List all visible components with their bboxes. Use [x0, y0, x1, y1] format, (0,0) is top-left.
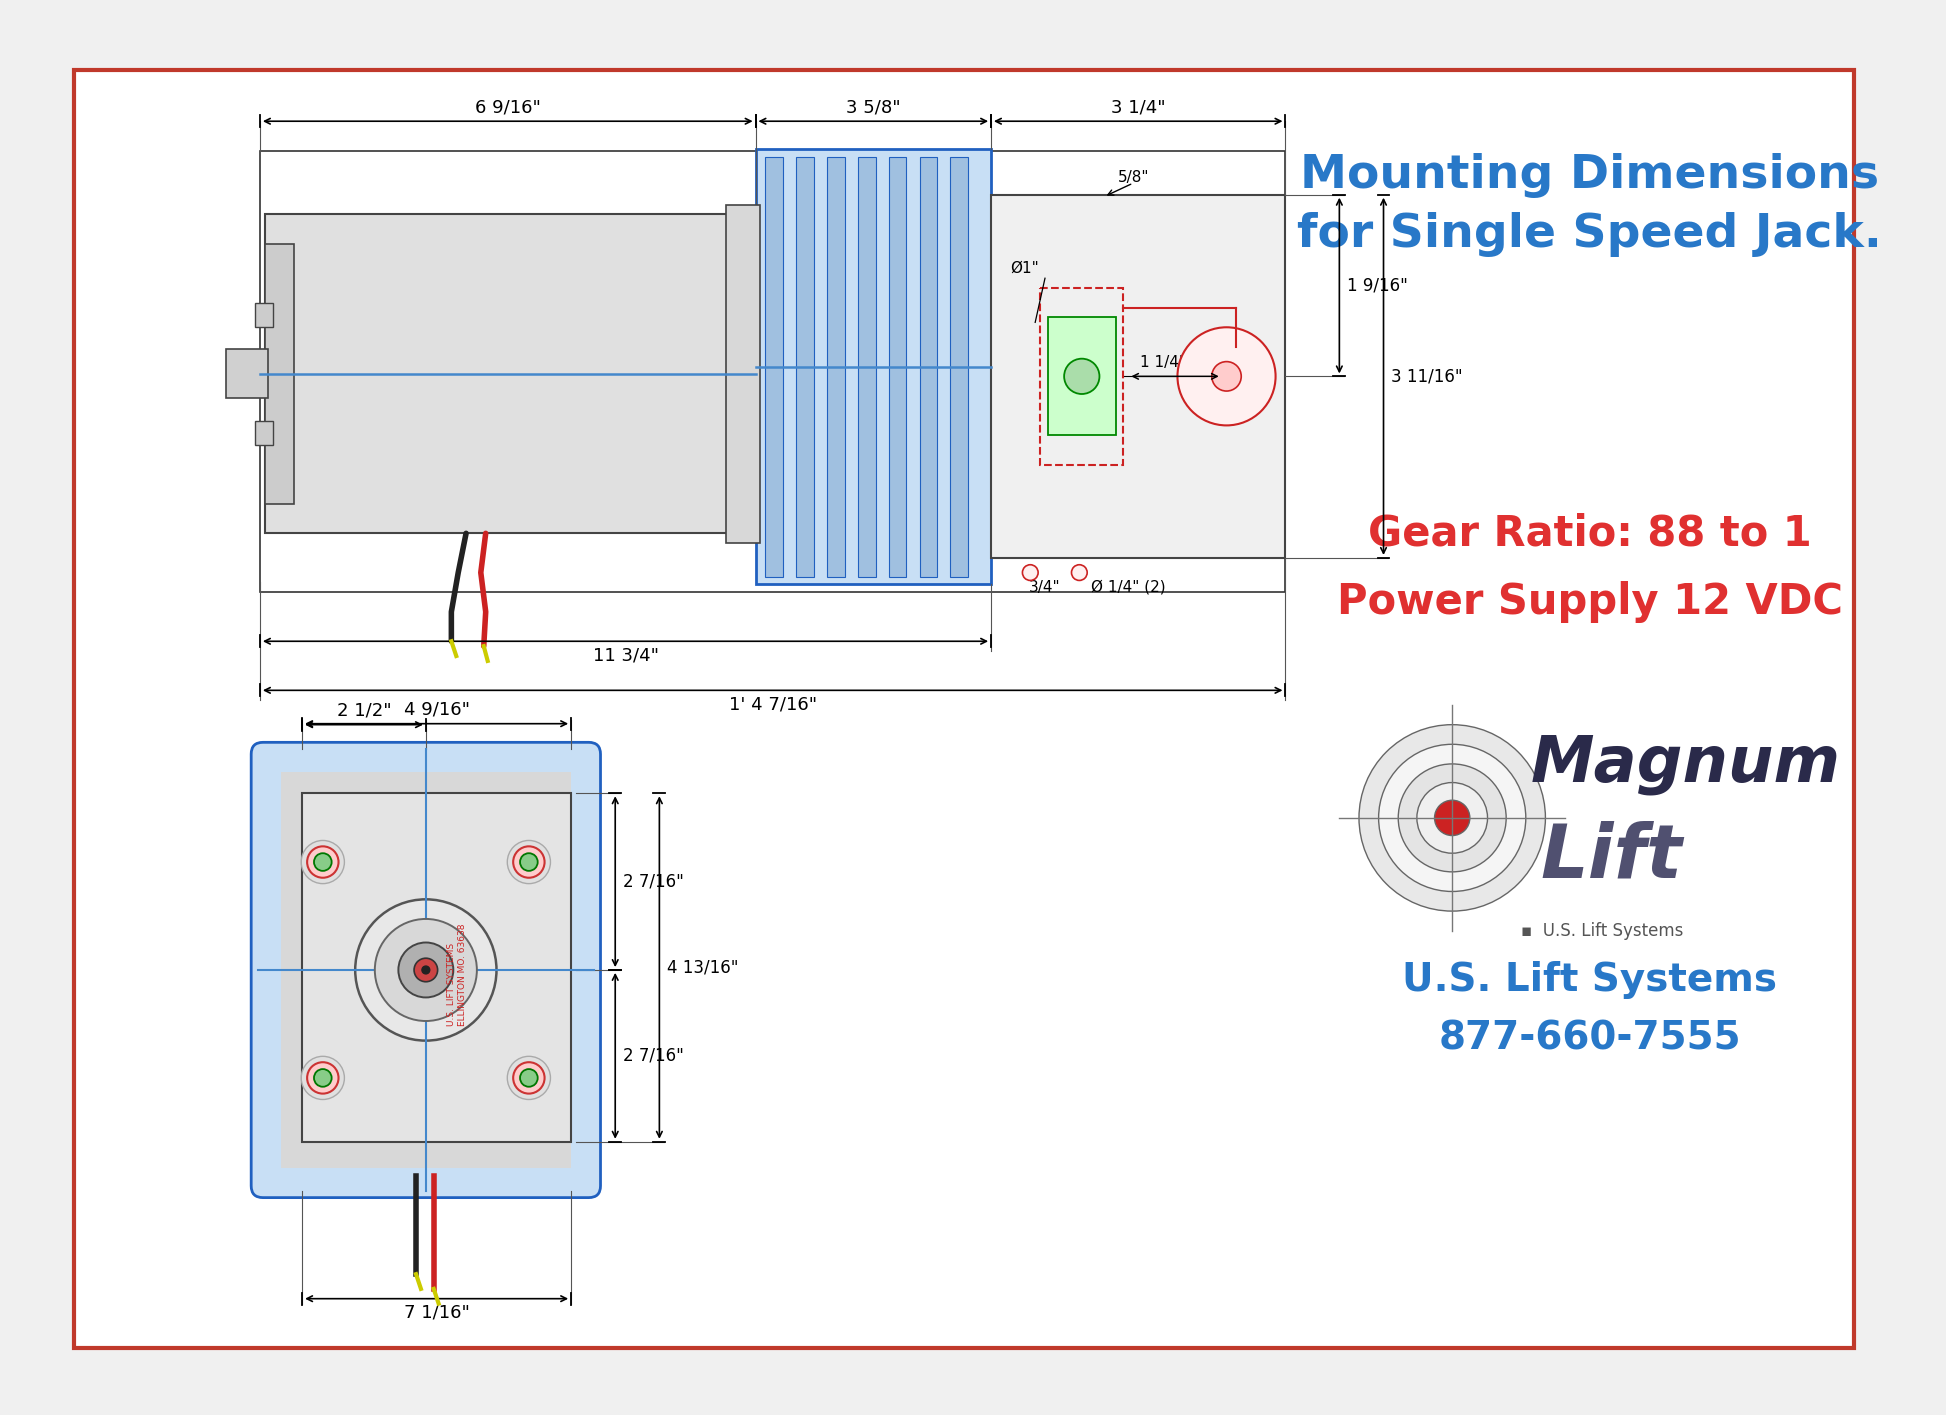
- Circle shape: [1378, 744, 1526, 891]
- Circle shape: [307, 1063, 339, 1094]
- Bar: [991, 195, 1286, 558]
- Circle shape: [1434, 801, 1469, 835]
- Circle shape: [1177, 327, 1275, 426]
- Text: 1 1/4": 1 1/4": [1140, 355, 1185, 371]
- Circle shape: [399, 942, 453, 998]
- Text: 11 3/4": 11 3/4": [592, 647, 658, 664]
- Bar: [261, 150, 1286, 593]
- Bar: [765, 157, 782, 576]
- Text: 4 9/16": 4 9/16": [403, 700, 469, 719]
- Text: Magnum: Magnum: [1532, 733, 1841, 795]
- Circle shape: [302, 1057, 344, 1099]
- Text: Lift: Lift: [1541, 821, 1683, 894]
- Circle shape: [302, 841, 344, 883]
- Circle shape: [1358, 724, 1545, 911]
- Text: Mounting Dimensions: Mounting Dimensions: [1300, 153, 1880, 198]
- Text: 3 5/8": 3 5/8": [847, 99, 901, 116]
- Bar: [726, 205, 761, 543]
- Bar: [827, 157, 845, 576]
- Bar: [302, 794, 570, 1142]
- Circle shape: [1417, 782, 1487, 853]
- Text: for Single Speed Jack.: for Single Speed Jack.: [1298, 212, 1882, 256]
- Text: 2 1/2": 2 1/2": [337, 702, 391, 720]
- Circle shape: [1212, 362, 1242, 391]
- Bar: [950, 157, 967, 576]
- Text: 2 7/16": 2 7/16": [623, 873, 683, 890]
- FancyBboxPatch shape: [251, 743, 601, 1197]
- Bar: [1039, 289, 1123, 464]
- Circle shape: [1064, 358, 1099, 393]
- Text: 1 9/16": 1 9/16": [1347, 276, 1409, 294]
- Bar: [265, 243, 294, 504]
- Bar: [280, 771, 570, 1169]
- Circle shape: [1072, 565, 1088, 580]
- Circle shape: [1022, 565, 1037, 580]
- Bar: [265, 215, 755, 533]
- Bar: [858, 157, 876, 576]
- Circle shape: [508, 1057, 551, 1099]
- Text: 1' 4 7/16": 1' 4 7/16": [728, 695, 817, 713]
- Text: ▪  U.S. Lift Systems: ▪ U.S. Lift Systems: [1522, 921, 1683, 940]
- Circle shape: [376, 918, 477, 1022]
- Text: 877-660-7555: 877-660-7555: [1438, 1020, 1742, 1057]
- Circle shape: [356, 900, 496, 1040]
- Circle shape: [313, 853, 331, 870]
- Text: Ø1": Ø1": [1010, 260, 1039, 276]
- Bar: [889, 157, 907, 576]
- Text: Ø 1/4" (2): Ø 1/4" (2): [1092, 580, 1166, 594]
- Text: 6 9/16": 6 9/16": [475, 99, 541, 116]
- Circle shape: [520, 853, 537, 870]
- Bar: [796, 157, 813, 576]
- Text: U.S. Lift Systems: U.S. Lift Systems: [1401, 961, 1777, 999]
- Circle shape: [514, 1063, 545, 1094]
- Bar: [255, 303, 272, 327]
- Text: 3 1/4": 3 1/4": [1111, 99, 1166, 116]
- Text: 5/8": 5/8": [1117, 170, 1148, 184]
- Bar: [1049, 317, 1115, 436]
- Text: 7 1/16": 7 1/16": [403, 1303, 469, 1322]
- Circle shape: [508, 841, 551, 883]
- Circle shape: [313, 1070, 331, 1087]
- Circle shape: [514, 846, 545, 877]
- Circle shape: [414, 958, 438, 982]
- Text: 2 7/16": 2 7/16": [623, 1047, 683, 1065]
- Bar: [226, 350, 269, 399]
- Circle shape: [422, 966, 430, 974]
- Circle shape: [307, 846, 339, 877]
- Text: Gear Ratio: 88 to 1: Gear Ratio: 88 to 1: [1368, 512, 1812, 555]
- Circle shape: [1399, 764, 1506, 872]
- Bar: [755, 149, 991, 584]
- Text: 3/4": 3/4": [1029, 580, 1061, 594]
- Text: Power Supply 12 VDC: Power Supply 12 VDC: [1337, 582, 1843, 623]
- Text: 4 13/16": 4 13/16": [667, 958, 739, 976]
- Text: 3 11/16": 3 11/16": [1391, 368, 1463, 385]
- Circle shape: [520, 1070, 537, 1087]
- Bar: [920, 157, 938, 576]
- Bar: [255, 422, 272, 444]
- Text: U.S. LIFT SYSTEMS
ELLINGTON MO. 63638: U.S. LIFT SYSTEMS ELLINGTON MO. 63638: [448, 924, 467, 1026]
